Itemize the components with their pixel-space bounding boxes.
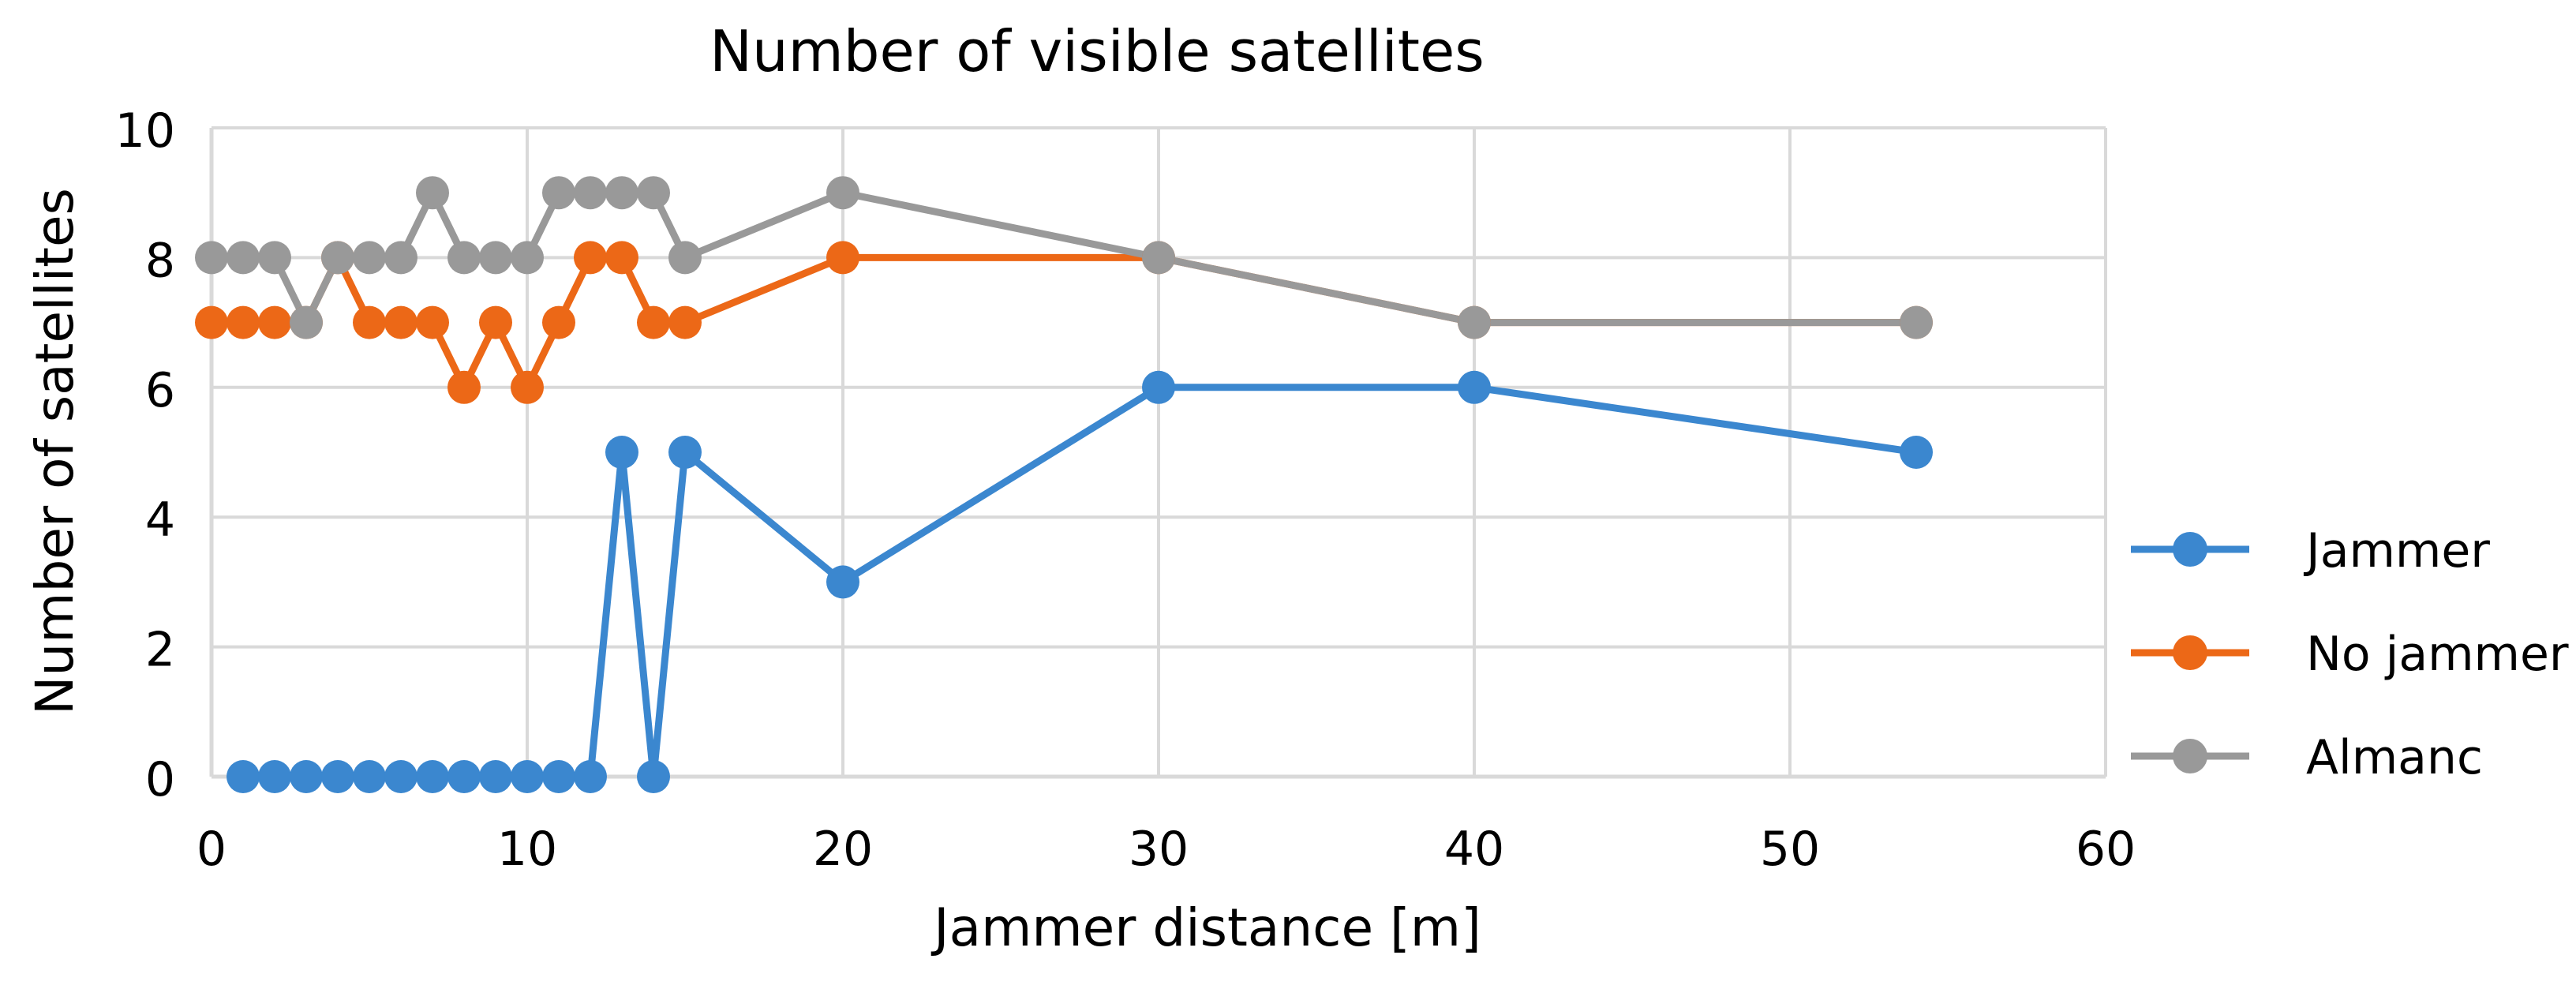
data-point-no-jammer — [416, 305, 449, 339]
series-points-jammer — [227, 370, 1933, 793]
series-points-almanc — [195, 176, 1933, 339]
data-point-no-jammer — [227, 305, 260, 339]
legend-item-jammer: Jammer — [2131, 523, 2490, 579]
x-tick-label: 30 — [1129, 822, 1189, 877]
y-tick-label: 4 — [145, 492, 175, 548]
tick-labels: 0 2 4 6 8 10 0 10 20 30 40 50 60 — [115, 103, 2136, 877]
data-point-no-jammer — [826, 241, 859, 275]
data-point-no-jammer — [637, 305, 670, 339]
legend-swatch-marker — [2173, 635, 2207, 670]
data-point-jammer — [416, 760, 449, 793]
y-tick-label: 6 — [145, 363, 175, 418]
x-tick-label: 0 — [197, 822, 227, 877]
data-point-jammer — [542, 760, 575, 793]
data-point-no-jammer — [258, 305, 291, 339]
data-point-no-jammer — [447, 370, 481, 404]
data-point-jammer — [258, 760, 291, 793]
data-point-jammer — [1142, 370, 1175, 404]
x-tick-label: 20 — [813, 822, 873, 877]
x-tick-label: 60 — [2076, 822, 2136, 877]
legend-swatch-marker — [2173, 739, 2207, 773]
data-point-no-jammer — [384, 305, 417, 339]
data-point-almanc — [826, 176, 859, 210]
data-point-jammer — [1458, 370, 1491, 404]
data-point-almanc — [605, 176, 638, 210]
chart-title: Number of visible satellites — [710, 18, 1485, 84]
data-point-almanc — [574, 176, 607, 210]
data-point-almanc — [290, 305, 323, 339]
legend-item-no-jammer: No jammer — [2131, 627, 2569, 682]
x-tick-label: 10 — [497, 822, 557, 877]
data-point-jammer — [479, 760, 512, 793]
legend-label: Jammer — [2303, 523, 2490, 579]
x-tick-label: 40 — [1444, 822, 1504, 877]
data-point-jammer — [384, 760, 417, 793]
data-point-jammer — [353, 760, 386, 793]
x-axis-label: Jammer distance [m] — [930, 897, 1481, 958]
data-point-almanc — [195, 241, 228, 275]
data-point-no-jammer — [542, 305, 575, 339]
y-axis-label: Number of satellites — [24, 188, 85, 715]
data-point-no-jammer — [511, 370, 544, 404]
data-point-almanc — [479, 241, 512, 275]
data-point-jammer — [447, 760, 481, 793]
data-point-jammer — [290, 760, 323, 793]
data-point-no-jammer — [605, 241, 638, 275]
y-tick-label: 2 — [145, 623, 175, 678]
data-point-jammer — [321, 760, 354, 793]
data-point-almanc — [1458, 305, 1491, 339]
data-point-no-jammer — [574, 241, 607, 275]
y-tick-label: 8 — [145, 233, 175, 288]
data-point-almanc — [416, 176, 449, 210]
data-point-almanc — [511, 241, 544, 275]
data-point-jammer — [605, 436, 638, 469]
data-point-almanc — [447, 241, 481, 275]
data-point-almanc — [384, 241, 417, 275]
data-point-jammer — [227, 760, 260, 793]
data-point-no-jammer — [195, 305, 228, 339]
data-point-almanc — [321, 241, 354, 275]
x-tick-label: 50 — [1760, 822, 1820, 877]
legend-label: Almanc — [2306, 730, 2483, 785]
data-point-almanc — [227, 241, 260, 275]
data-point-jammer — [511, 760, 544, 793]
legend-label: No jammer — [2306, 627, 2569, 682]
data-point-almanc — [668, 241, 702, 275]
legend-item-almanc: Almanc — [2131, 730, 2483, 785]
data-point-jammer — [574, 760, 607, 793]
data-point-jammer — [826, 565, 859, 599]
data-point-almanc — [637, 176, 670, 210]
data-point-no-jammer — [668, 305, 702, 339]
data-point-almanc — [258, 241, 291, 275]
legend: Jammer No jammer Almanc — [2131, 523, 2569, 785]
data-point-no-jammer — [479, 305, 512, 339]
data-point-almanc — [542, 176, 575, 210]
data-point-jammer — [637, 760, 670, 793]
series-points — [195, 176, 1933, 793]
data-point-almanc — [353, 241, 386, 275]
data-point-almanc — [1142, 241, 1175, 275]
legend-swatch-marker — [2173, 532, 2207, 567]
y-tick-label: 0 — [145, 752, 175, 807]
y-tick-label: 10 — [115, 103, 175, 159]
data-point-no-jammer — [353, 305, 386, 339]
data-point-jammer — [1900, 436, 1933, 469]
data-point-almanc — [1900, 305, 1933, 339]
data-point-jammer — [668, 436, 702, 469]
